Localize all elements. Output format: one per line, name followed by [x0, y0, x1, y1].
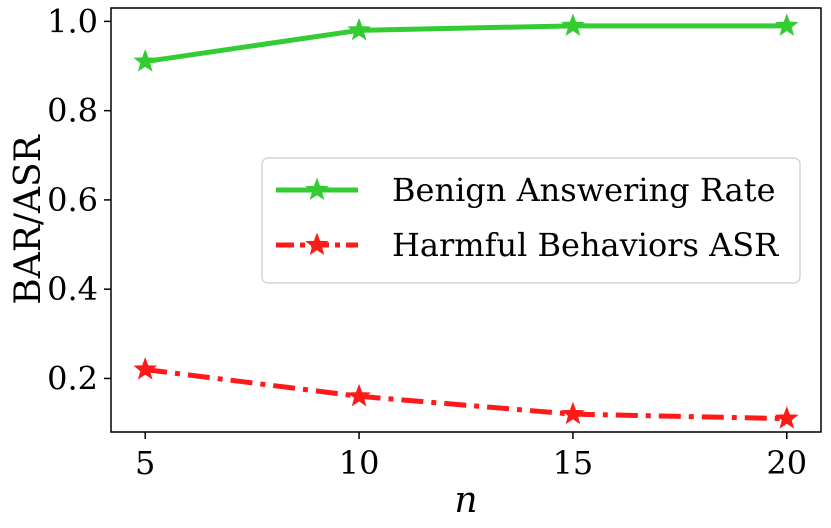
- data-point: [347, 17, 371, 41]
- series-1: [133, 357, 799, 429]
- legend: Benign Answering Rate Harmful Behaviors A…: [261, 157, 801, 284]
- y-tick-label: 0.6: [47, 181, 98, 219]
- data-point: [561, 401, 585, 425]
- x-tick-label: 20: [766, 444, 807, 482]
- y-axis-title: BAR/ASR: [8, 134, 49, 304]
- data-point: [133, 357, 158, 380]
- legend-marker: [305, 232, 329, 256]
- data-point: [774, 406, 799, 429]
- x-axis-title: n: [454, 480, 477, 521]
- legend-marker: [305, 177, 329, 201]
- legend-label: Benign Answering Rate: [392, 171, 776, 209]
- data-point: [133, 49, 158, 72]
- x-axis: 5 10 15 20: [135, 432, 807, 482]
- x-tick-label: 15: [553, 444, 594, 482]
- legend-box: [261, 157, 801, 284]
- legend-item: Benign Answering Rate: [276, 171, 776, 209]
- data-point: [774, 13, 799, 36]
- series-line: [144, 367, 787, 422]
- legend-label: Harmful Behaviors ASR: [392, 226, 779, 264]
- data-point: [561, 13, 585, 36]
- y-tick-label: 0.2: [47, 359, 98, 397]
- y-tick-label: 0.8: [47, 92, 98, 130]
- x-tick-label: 10: [339, 444, 380, 482]
- plot-frame: [110, 7, 822, 433]
- series-0: [133, 13, 799, 72]
- series-layer: [133, 13, 799, 429]
- y-axis: 0.2 0.4 0.6 0.8 1.0: [47, 2, 111, 397]
- x-tick-label: 5: [135, 444, 155, 482]
- data-point: [347, 383, 371, 407]
- series-line: [144, 23, 787, 65]
- y-tick-label: 1.0: [47, 2, 98, 40]
- y-tick-label: 0.4: [47, 270, 98, 308]
- legend-item: Harmful Behaviors ASR: [276, 226, 779, 264]
